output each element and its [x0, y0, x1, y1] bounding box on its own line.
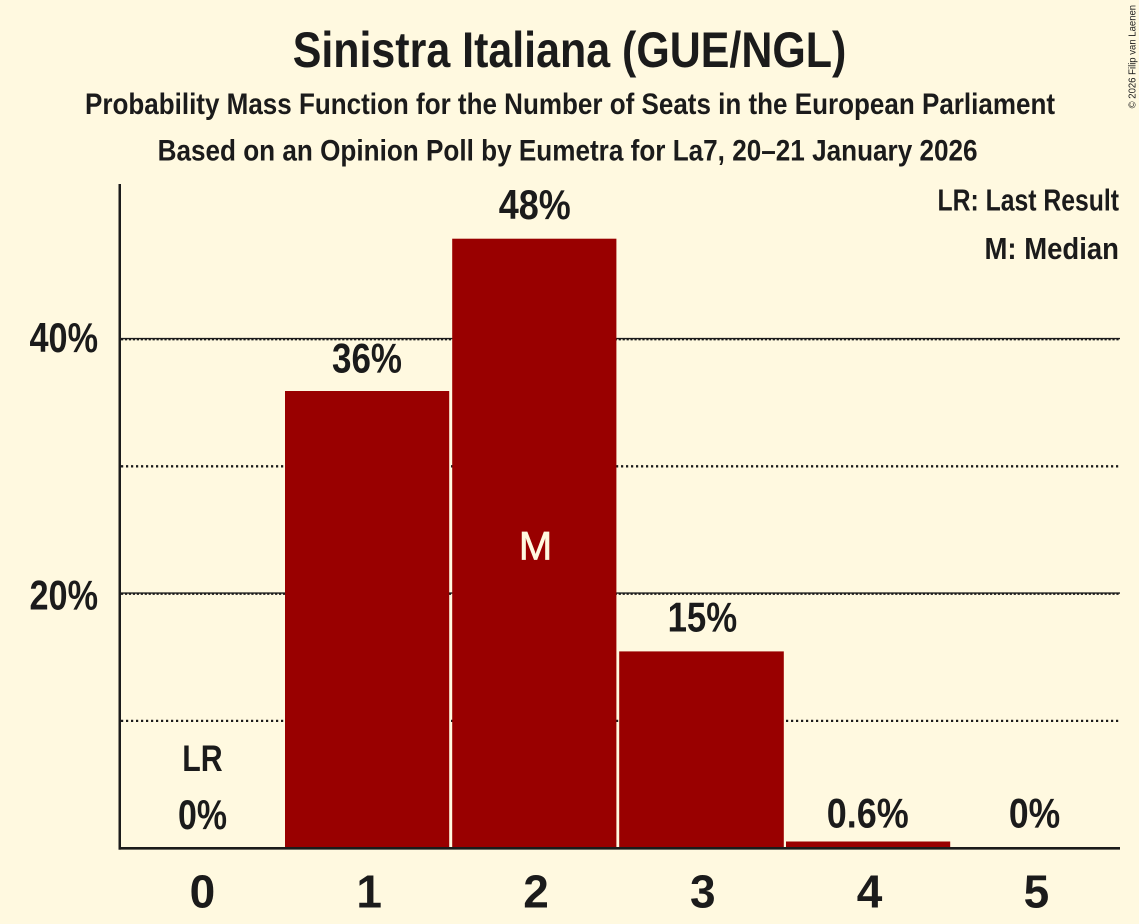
- svg-text:LR: LR: [182, 737, 222, 779]
- svg-text:Sinistra Italiana (GUE/NGL): Sinistra Italiana (GUE/NGL): [293, 22, 847, 78]
- svg-text:36%: 36%: [332, 334, 402, 381]
- svg-text:Probability Mass Function for: Probability Mass Function for the Number…: [85, 88, 1055, 121]
- svg-text:2: 2: [523, 866, 549, 918]
- svg-text:15%: 15%: [668, 594, 738, 641]
- svg-text:48%: 48%: [499, 181, 571, 228]
- svg-text:Based on an Opinion Poll by Eu: Based on an Opinion Poll by Eumetra for …: [158, 135, 978, 168]
- svg-text:5: 5: [1024, 866, 1050, 918]
- svg-text:M: Median: M: Median: [985, 231, 1120, 266]
- svg-text:4: 4: [857, 866, 883, 918]
- svg-text:0.6%: 0.6%: [827, 789, 909, 836]
- svg-text:M: M: [519, 524, 552, 568]
- svg-text:3: 3: [690, 866, 716, 918]
- svg-text:LR: Last Result: LR: Last Result: [938, 183, 1120, 218]
- svg-text:40%: 40%: [30, 314, 99, 361]
- svg-text:0: 0: [190, 866, 216, 918]
- svg-text:© 2026 Filip van Laenen: © 2026 Filip van Laenen: [1126, 5, 1138, 109]
- svg-text:20%: 20%: [30, 571, 99, 618]
- svg-text:0%: 0%: [178, 791, 227, 838]
- svg-text:0%: 0%: [1009, 790, 1060, 837]
- svg-text:1: 1: [356, 866, 382, 918]
